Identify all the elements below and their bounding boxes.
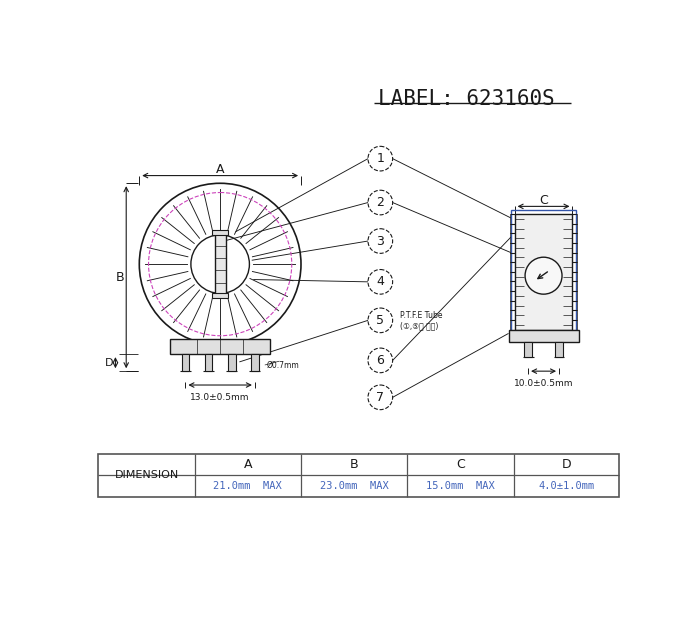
Bar (215, 233, 225, 295)
Bar (228, 354, 235, 371)
Text: D: D (561, 459, 571, 471)
Text: 23.0mm  MAX: 23.0mm MAX (320, 481, 389, 491)
Text: 4.0±1.0mm: 4.0±1.0mm (538, 481, 594, 491)
Bar (212, 293, 228, 298)
Text: B: B (350, 459, 358, 471)
Bar (170, 339, 270, 354)
Text: 5: 5 (377, 314, 384, 327)
Text: DIMENSION: DIMENSION (115, 470, 178, 481)
Text: 21.0mm  MAX: 21.0mm MAX (214, 481, 282, 491)
Bar (514, 214, 573, 330)
Text: D: D (105, 358, 113, 368)
Text: 1: 1 (377, 152, 384, 165)
Text: 15.0mm  MAX: 15.0mm MAX (426, 481, 495, 491)
Bar (204, 354, 212, 371)
Text: A: A (216, 163, 225, 176)
Bar (181, 354, 189, 371)
Text: 7: 7 (377, 391, 384, 404)
Text: 6: 6 (377, 354, 384, 367)
Bar (524, 342, 532, 357)
Text: Ø0.7mm: Ø0.7mm (266, 360, 299, 369)
Text: 10.0±0.5mm: 10.0±0.5mm (514, 379, 573, 388)
Text: LABEL: 623160S: LABEL: 623160S (378, 89, 555, 109)
Text: 13.0±0.5mm: 13.0±0.5mm (190, 392, 250, 402)
Text: A: A (244, 459, 252, 471)
Text: 2: 2 (377, 196, 384, 209)
Circle shape (525, 257, 562, 294)
Text: C: C (456, 459, 465, 471)
Bar (251, 354, 258, 371)
Text: P.T.F.E Tube
(①,⑤만 적용): P.T.F.E Tube (①,⑤만 적용) (400, 311, 442, 330)
Text: 3: 3 (377, 235, 384, 248)
Text: C: C (539, 194, 548, 207)
Bar (508, 330, 579, 342)
Text: B: B (116, 270, 125, 284)
Text: 4: 4 (377, 276, 384, 288)
Bar (212, 230, 228, 235)
Bar (99, 454, 619, 497)
Bar (555, 342, 563, 357)
Bar (511, 210, 576, 333)
